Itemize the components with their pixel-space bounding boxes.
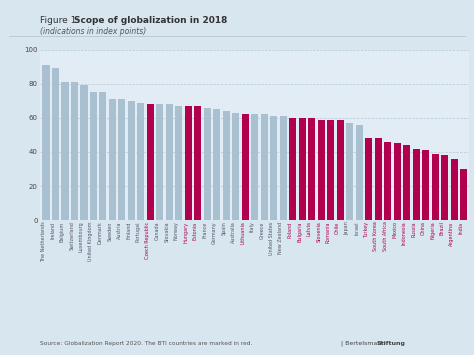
Bar bbox=[204, 108, 211, 220]
Bar bbox=[147, 104, 154, 220]
Bar bbox=[100, 92, 107, 220]
Bar bbox=[52, 69, 59, 220]
Bar bbox=[299, 118, 306, 220]
Bar bbox=[156, 104, 164, 220]
Bar bbox=[308, 118, 315, 220]
Bar bbox=[242, 114, 249, 220]
Bar bbox=[185, 106, 192, 220]
Bar bbox=[128, 101, 135, 220]
Text: Stiftung: Stiftung bbox=[377, 341, 406, 346]
Bar bbox=[194, 106, 201, 220]
Bar bbox=[251, 114, 258, 220]
Bar bbox=[356, 125, 363, 220]
Bar bbox=[270, 116, 277, 220]
Bar bbox=[261, 114, 268, 220]
Bar bbox=[71, 82, 78, 220]
Bar bbox=[431, 154, 438, 220]
Bar bbox=[422, 150, 429, 220]
Bar bbox=[137, 103, 145, 220]
Bar bbox=[403, 145, 410, 220]
Bar bbox=[374, 138, 382, 220]
Bar bbox=[175, 106, 182, 220]
Text: (indications in index points): (indications in index points) bbox=[40, 27, 146, 36]
Bar bbox=[280, 116, 287, 220]
Bar bbox=[90, 92, 97, 220]
Text: Source: Globalization Report 2020. The BTI countries are marked in red.: Source: Globalization Report 2020. The B… bbox=[40, 341, 253, 346]
Bar bbox=[109, 99, 116, 220]
Bar bbox=[318, 120, 325, 220]
Text: Scope of globalization in 2018: Scope of globalization in 2018 bbox=[74, 16, 228, 25]
Bar bbox=[289, 118, 296, 220]
Bar bbox=[223, 111, 230, 220]
Bar bbox=[337, 120, 344, 220]
Bar bbox=[232, 113, 239, 220]
Bar bbox=[441, 155, 448, 220]
Text: Figure 1:: Figure 1: bbox=[40, 16, 82, 25]
Bar bbox=[81, 86, 88, 220]
Bar bbox=[393, 143, 401, 220]
Bar bbox=[118, 99, 126, 220]
Bar bbox=[365, 138, 372, 220]
Bar bbox=[450, 159, 457, 220]
Bar bbox=[412, 148, 419, 220]
Bar bbox=[346, 123, 353, 220]
Bar bbox=[327, 120, 334, 220]
Bar bbox=[166, 104, 173, 220]
Bar bbox=[62, 82, 69, 220]
Bar bbox=[384, 142, 391, 220]
Text: | Bertelsmann: | Bertelsmann bbox=[341, 341, 385, 346]
Bar bbox=[43, 65, 50, 220]
Bar bbox=[213, 109, 220, 220]
Bar bbox=[460, 169, 467, 220]
